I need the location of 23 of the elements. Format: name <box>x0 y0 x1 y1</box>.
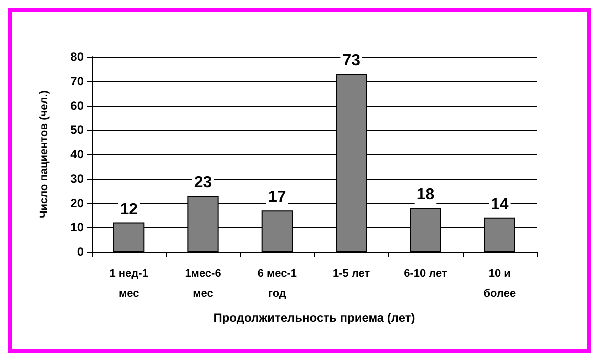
y-tick-label: 10 <box>70 220 84 235</box>
x-tick-label: 6-10 лет <box>404 268 448 280</box>
y-axis-title: Число пациентов (чел.) <box>38 90 50 218</box>
y-tick-label: 40 <box>70 148 84 162</box>
y-tick-label: 70 <box>70 74 84 88</box>
y-tick-label: 20 <box>70 196 84 210</box>
y-tick-label: 50 <box>70 123 84 138</box>
x-tick-label: 1мес-6 мес <box>185 268 222 300</box>
y-tick-label: 80 <box>70 50 84 64</box>
x-tick-label: 10 и более <box>484 268 516 300</box>
x-tick-label: 6 мес-1 год <box>258 268 298 300</box>
data-label: 73 <box>342 52 361 70</box>
data-label: 17 <box>268 189 286 206</box>
x-tick-label: 1 нед-1 мес <box>110 268 148 300</box>
data-label: 23 <box>194 174 212 192</box>
y-tick-label: 30 <box>70 172 84 186</box>
y-tick-label: 0 <box>77 245 84 259</box>
x-tick-label: 1-5 лет <box>332 268 371 280</box>
data-label: 12 <box>120 201 138 218</box>
y-tick-label: 60 <box>70 98 84 113</box>
data-label: 14 <box>491 196 509 214</box>
data-label: 18 <box>416 186 435 204</box>
x-axis-title: Продолжительность приема (лет) <box>214 311 416 325</box>
